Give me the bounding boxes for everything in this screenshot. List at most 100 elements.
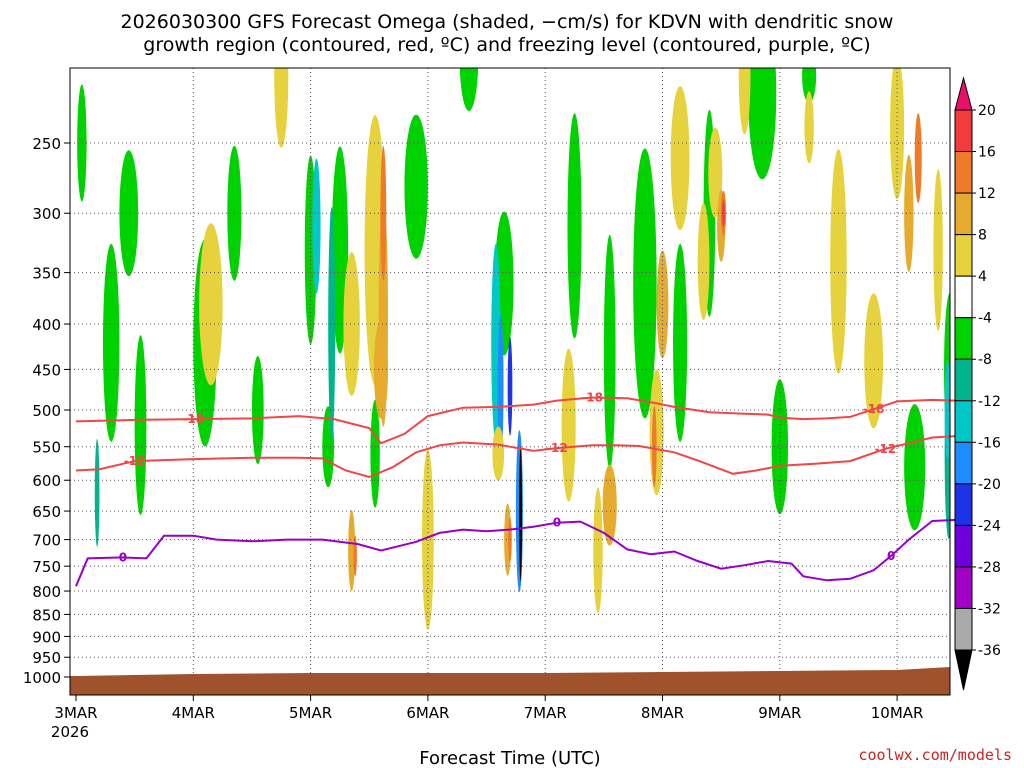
- dgz-minus-12-label: -12: [124, 454, 146, 468]
- shading-blob: [602, 464, 617, 546]
- colorbar: 20 16 12 8 4 -4 -8 -12 -16 -20 -24 -28 -32 -36: [954, 76, 1001, 691]
- colorbar-box: [954, 358, 973, 402]
- shading-layer: [77, 0, 950, 630]
- dgz-minus-12-label: -12: [875, 442, 897, 456]
- y-tick-label: 500: [32, 402, 61, 420]
- y-tick-label: 750: [32, 558, 61, 576]
- shading-blob: [119, 150, 139, 277]
- y-tick-label: 450: [32, 361, 61, 379]
- dgz-minus-18-label: -18: [863, 402, 885, 416]
- colorbar-box: [954, 607, 973, 651]
- chart-title-line-1: 2026030300 GFS Forecast Omega (shaded, −…: [121, 11, 894, 33]
- y-tick-label: 300: [32, 205, 61, 223]
- colorbar-label: -36: [978, 643, 1001, 659]
- shading-blob: [274, 68, 289, 148]
- shading-blob: [561, 348, 576, 502]
- colorbar-label: 4: [978, 269, 987, 285]
- chart-title-line-2: growth region (contoured, red, ºC) and f…: [143, 34, 870, 56]
- shading-blob: [199, 223, 223, 386]
- colorbar-label: 12: [978, 186, 996, 202]
- x-tick-label: 10MAR: [871, 704, 924, 722]
- shading-blob: [802, 68, 817, 103]
- y-tick-label: 550: [32, 439, 61, 457]
- colorbar-label: 8: [978, 228, 987, 244]
- shading-blob: [933, 168, 943, 331]
- colorbar-box: [954, 192, 973, 236]
- x-year-label: 2026: [51, 723, 89, 741]
- dgz-minus-12-line: [75, 435, 956, 479]
- shading-blob: [904, 154, 914, 272]
- shading-blob: [890, 68, 905, 200]
- y-tick-label: 900: [32, 628, 61, 646]
- shading-blob: [94, 438, 100, 547]
- colorbar-label: -28: [978, 560, 1001, 576]
- dgz-minus-18-line: [75, 396, 956, 445]
- y-tick-label: 850: [32, 606, 61, 624]
- shading-blob: [373, 319, 389, 419]
- colorbar-box: [954, 400, 973, 443]
- colorbar-label: -8: [978, 352, 992, 368]
- y-tick-label: 650: [32, 503, 61, 521]
- shading-blob: [156, 0, 184, 7]
- colorbar-label: -32: [978, 601, 1001, 617]
- shading-blob: [804, 91, 814, 164]
- colorbar-box: [954, 566, 973, 609]
- shading-blob: [77, 84, 87, 202]
- shading-blob: [864, 293, 884, 429]
- freezing-level-label: 0: [119, 550, 127, 564]
- y-tick-label: 250: [32, 135, 61, 153]
- shading-blob: [914, 113, 922, 204]
- shading-blob: [507, 336, 513, 436]
- shading-blob: [603, 234, 616, 469]
- x-tick-label: 7MAR: [524, 704, 567, 722]
- shading-blob: [670, 86, 690, 231]
- shading-blob: [422, 449, 434, 630]
- x-axis: 3MAR 4MAR 5MAR 6MAR 7MAR 8MAR 9MAR 10MAR 2026: [51, 695, 924, 741]
- y-tick-label: 1000: [23, 669, 61, 687]
- freezing-level-label: 0: [887, 549, 895, 563]
- shading-blob: [404, 114, 428, 259]
- x-tick-label: 8MAR: [641, 704, 684, 722]
- dgz-minus-18-label: -18: [182, 412, 204, 426]
- x-tick-label: 9MAR: [758, 704, 801, 722]
- y-tick-label: 600: [32, 472, 61, 490]
- y-axis: 250 300 350 400 450 500 550 600 650 700 750 800 850 9…: [23, 135, 70, 687]
- shading-blob: [567, 113, 582, 339]
- surface-ground-fill: [70, 667, 950, 695]
- colorbar-label: -24: [978, 518, 1001, 534]
- colorbar-top-triangle: [954, 76, 973, 111]
- shading-blob: [380, 145, 387, 281]
- y-tick-label: 400: [32, 316, 61, 334]
- shading-blob: [708, 127, 723, 218]
- shading-blob: [748, 68, 777, 180]
- shading-blob: [343, 252, 360, 397]
- colorbar-label: -4: [978, 311, 992, 327]
- shading-blob: [738, 68, 751, 135]
- shading-blob: [353, 535, 357, 577]
- x-tick-label: 5MAR: [289, 704, 332, 722]
- colorbar-label: -12: [978, 394, 1001, 410]
- x-tick-label: 4MAR: [172, 704, 215, 722]
- contours: -18 -18 -18 -12 -12 -12 0 0 0: [75, 390, 956, 587]
- surface-ground: [70, 667, 950, 695]
- y-tick-label: 950: [32, 649, 61, 667]
- shading-blob: [251, 356, 264, 464]
- watermark: coolwx.com/models: [858, 746, 1012, 764]
- colorbar-box: [954, 524, 973, 568]
- omega-shading: [77, 0, 950, 630]
- y-tick-label: 800: [32, 583, 61, 601]
- shading-blob: [697, 202, 710, 320]
- colorbar-box: [954, 151, 973, 194]
- shading-blob: [497, 314, 504, 459]
- shading-blob: [459, 68, 479, 112]
- colorbar-box: [954, 317, 973, 360]
- shading-blob: [519, 446, 522, 582]
- freezing-level-label: 0: [553, 516, 561, 530]
- x-tick-label: 3MAR: [54, 704, 97, 722]
- colorbar-box: [954, 109, 973, 153]
- colorbar-label: 16: [978, 145, 996, 161]
- dgz-minus-12-label: -12: [546, 441, 568, 455]
- shading-blob: [649, 369, 664, 496]
- dgz-minus-18-label: -18: [581, 390, 603, 404]
